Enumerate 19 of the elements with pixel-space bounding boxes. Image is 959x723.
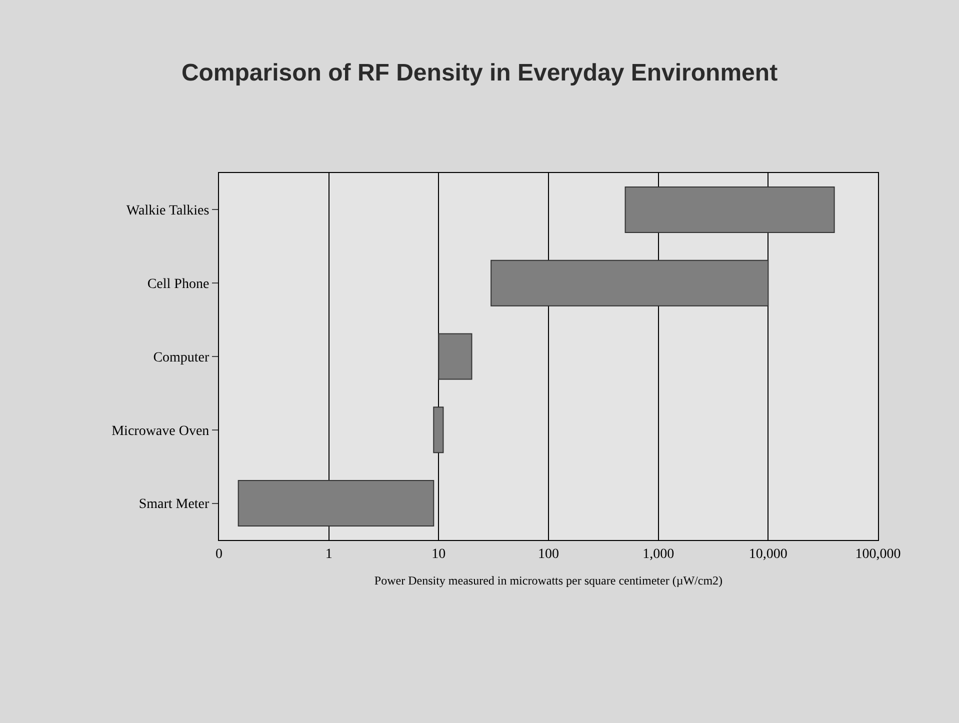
x-tick-label: 1 — [325, 546, 332, 562]
x-tick-label: 100 — [538, 546, 559, 562]
y-tick-label: Smart Meter — [138, 497, 210, 512]
bar — [624, 186, 835, 233]
chart-title: Comparison of RF Density in Everyday Environment — [181, 60, 778, 87]
x-tick-label: 1,000 — [642, 546, 674, 562]
y-tick-label: Cell Phone — [147, 277, 210, 292]
x-axis-title: Power Density measured in microwatts per square centimeter (µW/cm2) — [374, 574, 723, 588]
bar — [438, 333, 472, 380]
y-tick-label: Walkie Talkies — [126, 204, 210, 219]
y-tick-label: Microwave Oven — [112, 424, 210, 439]
x-tick-label: 0 — [216, 546, 222, 562]
x-tick-label: 100,000 — [855, 546, 901, 562]
x-tick-label: 10,000 — [748, 546, 788, 562]
y-tick-label: Computer — [153, 350, 210, 366]
bar — [238, 480, 434, 527]
x-tick-label: 10 — [432, 546, 446, 562]
bar — [490, 260, 769, 306]
bar — [433, 406, 444, 454]
